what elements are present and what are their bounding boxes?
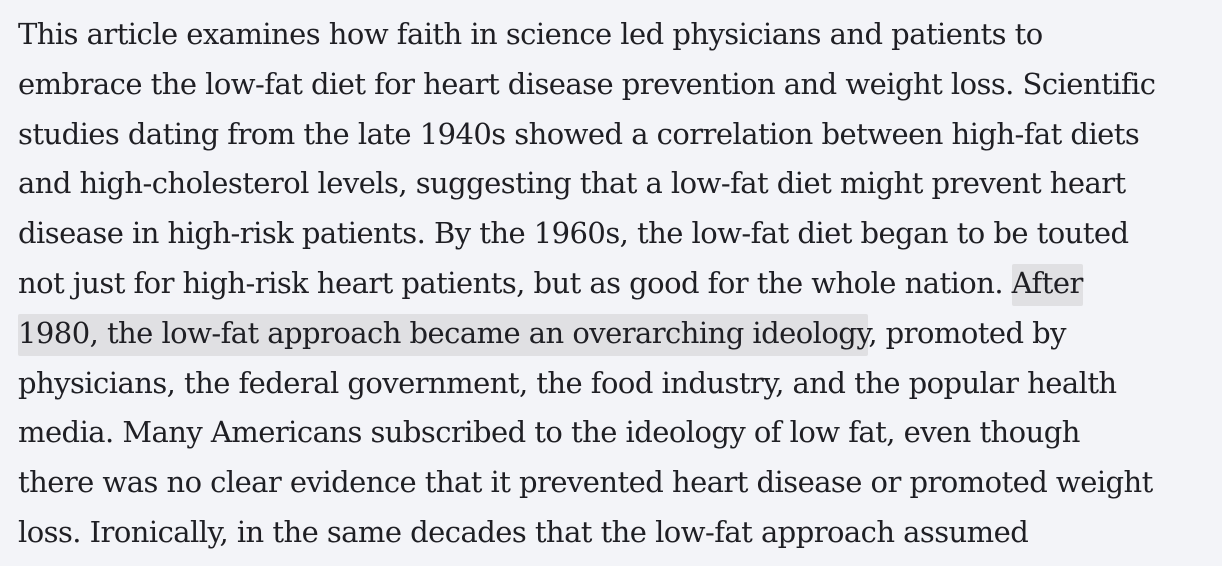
abstract-line: embrace the low-fat diet for heart disea… <box>18 60 1218 110</box>
abstract-text: physicians, the federal government, the … <box>18 365 1117 400</box>
abstract-text: embrace the low-fat diet for heart disea… <box>18 66 1156 101</box>
abstract-text: studies dating from the late 1940s showe… <box>18 116 1140 151</box>
article-abstract: This article examines how faith in scien… <box>18 10 1218 558</box>
abstract-line: there was no clear evidence that it prev… <box>18 458 1218 508</box>
abstract-line: 1980, the low-fat approach became an ove… <box>18 309 1218 359</box>
abstract-line: studies dating from the late 1940s showe… <box>18 110 1218 160</box>
abstract-line: This article examines how faith in scien… <box>18 10 1218 60</box>
highlighted-text[interactable]: 1980, the low-fat approach became an ove… <box>18 313 869 356</box>
abstract-line: disease in high-risk patients. By the 19… <box>18 209 1218 259</box>
abstract-line: not just for high-risk heart patients, b… <box>18 259 1218 309</box>
abstract-text: disease in high-risk patients. By the 19… <box>18 216 1129 251</box>
abstract-line: and high-cholesterol levels, suggesting … <box>18 159 1218 209</box>
abstract-text: media. Many Americans subscribed to the … <box>18 415 1080 450</box>
abstract-text: , promoted by <box>868 315 1066 350</box>
abstract-text: This article examines how faith in scien… <box>18 17 1043 51</box>
abstract-text: there was no clear evidence that it prev… <box>18 465 1153 500</box>
abstract-text: not just for high-risk heart patients, b… <box>18 265 1012 300</box>
abstract-text: loss. Ironically, in the same decades th… <box>18 514 1029 549</box>
abstract-line: loss. Ironically, in the same decades th… <box>18 508 1218 558</box>
abstract-line: media. Many Americans subscribed to the … <box>18 408 1218 458</box>
highlighted-text[interactable]: After <box>1011 263 1083 306</box>
abstract-text: and high-cholesterol levels, suggesting … <box>18 166 1126 201</box>
abstract-line: physicians, the federal government, the … <box>18 359 1218 409</box>
